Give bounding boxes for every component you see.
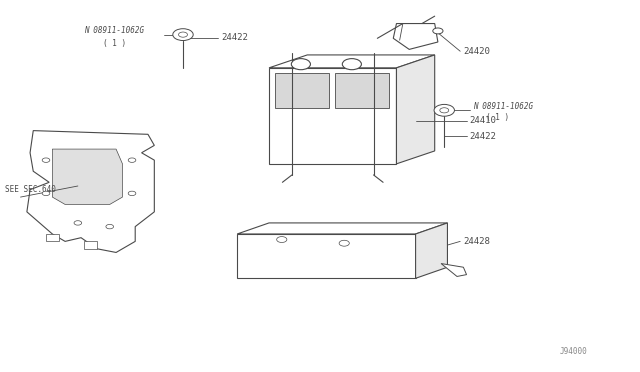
FancyBboxPatch shape bbox=[84, 241, 97, 249]
Polygon shape bbox=[237, 223, 447, 234]
Circle shape bbox=[291, 59, 310, 70]
Circle shape bbox=[42, 158, 50, 162]
Text: N 08911-1062G: N 08911-1062G bbox=[84, 26, 145, 35]
Circle shape bbox=[433, 28, 443, 34]
Text: 24422: 24422 bbox=[470, 132, 497, 141]
FancyBboxPatch shape bbox=[275, 73, 329, 108]
Polygon shape bbox=[52, 149, 122, 205]
Text: SEE SEC.640: SEE SEC.640 bbox=[4, 185, 56, 194]
Text: 24410: 24410 bbox=[470, 116, 497, 125]
Text: ( 1 ): ( 1 ) bbox=[103, 39, 127, 48]
Circle shape bbox=[173, 29, 193, 41]
Circle shape bbox=[179, 32, 188, 37]
Text: 24420: 24420 bbox=[463, 47, 490, 56]
FancyBboxPatch shape bbox=[335, 73, 389, 108]
Circle shape bbox=[440, 108, 449, 113]
Circle shape bbox=[42, 191, 50, 196]
Polygon shape bbox=[394, 23, 438, 49]
Text: 24428: 24428 bbox=[463, 237, 490, 246]
Polygon shape bbox=[441, 263, 467, 276]
FancyBboxPatch shape bbox=[46, 234, 59, 241]
Text: N 08911-1062G: N 08911-1062G bbox=[473, 102, 533, 111]
Polygon shape bbox=[396, 55, 435, 164]
Polygon shape bbox=[27, 131, 154, 253]
Circle shape bbox=[106, 224, 113, 229]
Circle shape bbox=[434, 105, 454, 116]
Text: J94000: J94000 bbox=[560, 347, 588, 356]
Polygon shape bbox=[237, 234, 415, 278]
Circle shape bbox=[74, 221, 82, 225]
Text: 24422: 24422 bbox=[221, 33, 248, 42]
Polygon shape bbox=[415, 223, 447, 278]
Circle shape bbox=[339, 240, 349, 246]
Polygon shape bbox=[269, 55, 435, 68]
Circle shape bbox=[128, 191, 136, 196]
Circle shape bbox=[342, 59, 362, 70]
Polygon shape bbox=[269, 68, 396, 164]
Circle shape bbox=[128, 158, 136, 162]
Text: ( 1 ): ( 1 ) bbox=[486, 113, 509, 122]
Circle shape bbox=[276, 237, 287, 243]
